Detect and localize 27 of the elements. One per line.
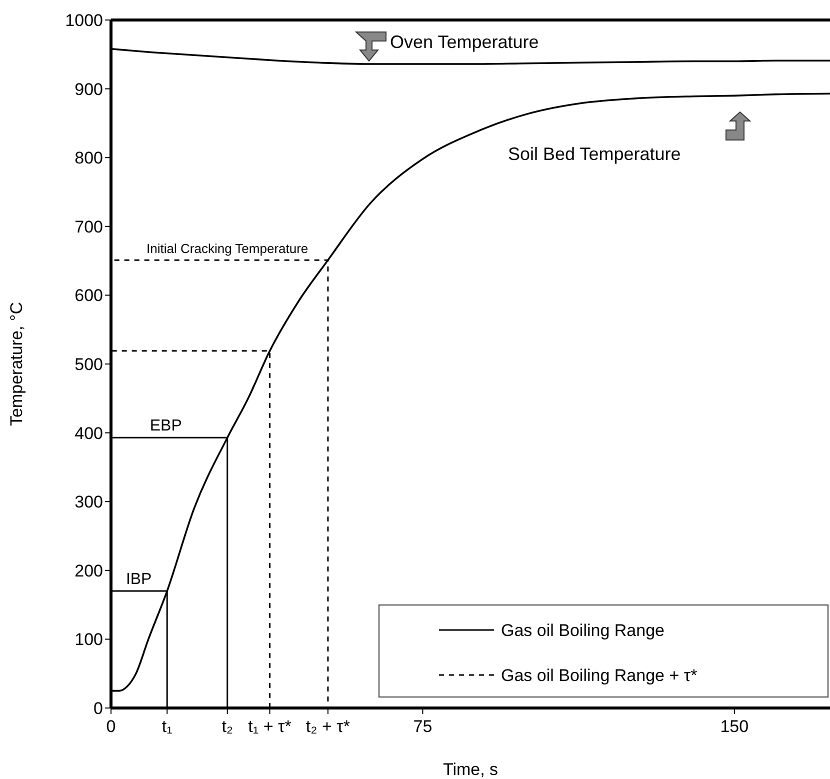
y-tick-label: 200: [74, 561, 103, 580]
x-tick-label: 75: [413, 717, 432, 736]
y-tick-label: 1000: [65, 11, 103, 30]
y-tick-label: 700: [74, 217, 103, 236]
x-tick-label: t₁ + τ*: [248, 717, 292, 736]
annotation: EBP: [150, 418, 182, 435]
y-tick-label: 800: [74, 148, 103, 168]
x-tick-label: t₂ + τ*: [306, 717, 350, 736]
x-tick-label: t₂: [222, 717, 234, 736]
y-tick-label: 100: [74, 630, 103, 650]
x-tick-label: 0: [106, 717, 116, 736]
y-tick-label: 500: [74, 355, 103, 374]
legend-label: Gas oil Boiling Range + τ*: [501, 666, 698, 685]
y-tick-label: 600: [74, 286, 103, 306]
annotation: IBP: [126, 571, 152, 588]
y-tick-label: 400: [74, 424, 103, 443]
legend-label: Gas oil Boiling Range: [501, 621, 664, 640]
y-tick-label: 300: [74, 492, 103, 512]
x-tick-label: 150: [720, 717, 749, 736]
annotation: Initial Cracking Temperature: [146, 241, 308, 256]
series-label: Oven Temperature: [390, 32, 539, 52]
y-tick-label: 0: [94, 699, 103, 718]
y-axis-title: Temperature, °C: [7, 302, 26, 426]
x-tick-label: t₁: [162, 717, 173, 736]
x-axis-title: Time, s: [442, 760, 498, 779]
series-label: Soil Bed Temperature: [508, 144, 681, 164]
y-tick-label: 900: [74, 80, 103, 99]
